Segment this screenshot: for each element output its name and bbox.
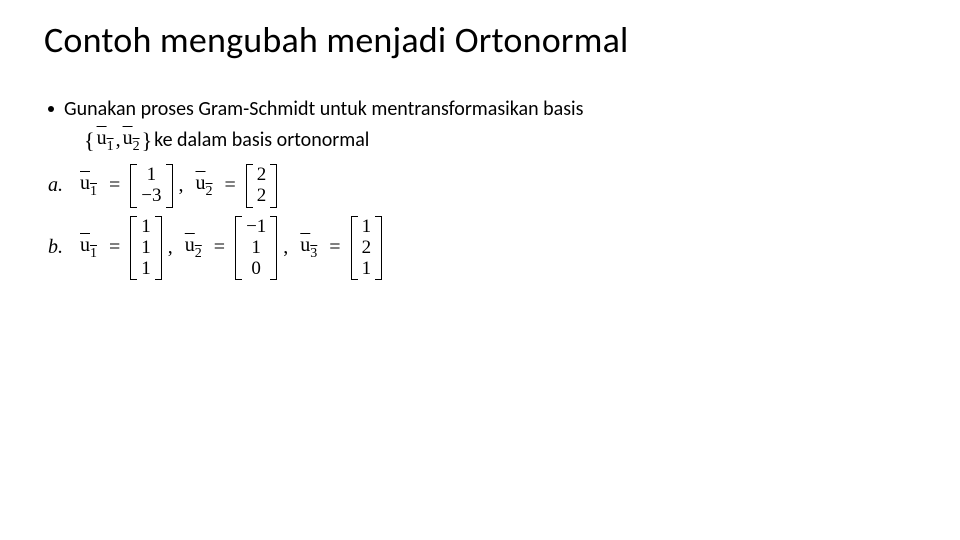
bullet-dot-icon xyxy=(48,106,54,112)
vector-name: u1 xyxy=(78,232,99,263)
vector-entry: 2 xyxy=(257,165,267,185)
vector-entry: 1 xyxy=(141,217,151,237)
bracket-left xyxy=(235,216,242,280)
bullet-line1: Gunakan proses Gram-Schmidt untuk mentra… xyxy=(64,97,583,121)
vector-entries: 121 xyxy=(358,216,376,280)
vector-entry: 1 xyxy=(141,238,151,258)
bullet-1: Gunakan proses Gram-Schmidt untuk mentra… xyxy=(48,96,916,156)
vector-entry: 1 xyxy=(141,259,151,279)
slide-body: Gunakan proses Gram-Schmidt untuk mentra… xyxy=(44,96,916,280)
vector-entry: 2 xyxy=(362,238,372,258)
separator-comma: , xyxy=(283,234,292,261)
exercise-row: b.u1=111,u2=−110,u3=121 xyxy=(48,216,916,280)
bracket-right xyxy=(375,216,382,280)
set-close-brace: } xyxy=(142,126,153,156)
vector-entry: 0 xyxy=(251,259,261,279)
vector-name: u1 xyxy=(78,170,99,201)
basis-u1: u1 xyxy=(97,125,114,156)
vector-entry: −1 xyxy=(246,217,266,237)
bracket-left xyxy=(246,164,253,208)
vector-entry: 2 xyxy=(257,186,267,206)
column-vector: 121 xyxy=(351,216,383,280)
separator-comma: , xyxy=(179,172,188,199)
bracket-right xyxy=(270,216,277,280)
basis-sep: , xyxy=(116,127,121,154)
set-open-brace: { xyxy=(84,126,95,156)
bullet-suffix: ke dalam basis ortonormal xyxy=(154,127,369,154)
exercise-label: a. xyxy=(48,172,72,199)
equals-sign: = xyxy=(221,172,240,199)
equals-sign: = xyxy=(105,172,124,199)
vector-entries: −110 xyxy=(242,216,270,280)
bracket-left xyxy=(130,164,137,208)
bracket-left xyxy=(351,216,358,280)
vector-entry: −3 xyxy=(141,186,161,206)
bracket-left xyxy=(130,216,137,280)
basis-u2: u2 xyxy=(123,125,140,156)
exercise-label: b. xyxy=(48,234,72,261)
bracket-right xyxy=(155,216,162,280)
column-vector: 111 xyxy=(130,216,162,280)
vector-name: u2 xyxy=(194,170,215,201)
equals-sign: = xyxy=(105,234,124,261)
vector-entry: 1 xyxy=(251,238,261,258)
separator-comma: , xyxy=(168,234,177,261)
vector-entry: 1 xyxy=(362,259,372,279)
exercise-list: a.u1=1−3,u2=22b.u1=111,u2=−110,u3=121 xyxy=(44,164,916,280)
vector-name: u2 xyxy=(183,232,204,263)
exercise-row: a.u1=1−3,u2=22 xyxy=(48,164,916,208)
slide-title: Contoh mengubah menjadi Ortonormal xyxy=(44,18,916,62)
vector-name: u3 xyxy=(298,232,319,263)
bullet-text-block: Gunakan proses Gram-Schmidt untuk mentra… xyxy=(64,96,583,156)
vector-entries: 22 xyxy=(253,164,271,208)
vector-entries: 111 xyxy=(137,216,155,280)
bracket-right xyxy=(270,164,277,208)
bullet-line2: { u1 , u2 } ke dalam basis ortonormal xyxy=(84,125,583,156)
column-vector: −110 xyxy=(235,216,277,280)
vector-entry: 1 xyxy=(147,165,157,185)
column-vector: 1−3 xyxy=(130,164,172,208)
equals-sign: = xyxy=(325,234,344,261)
equals-sign: = xyxy=(210,234,229,261)
bracket-right xyxy=(166,164,173,208)
slide: Contoh mengubah menjadi Ortonormal Gunak… xyxy=(0,0,960,280)
column-vector: 22 xyxy=(246,164,278,208)
vector-entries: 1−3 xyxy=(137,164,165,208)
vector-entry: 1 xyxy=(362,217,372,237)
